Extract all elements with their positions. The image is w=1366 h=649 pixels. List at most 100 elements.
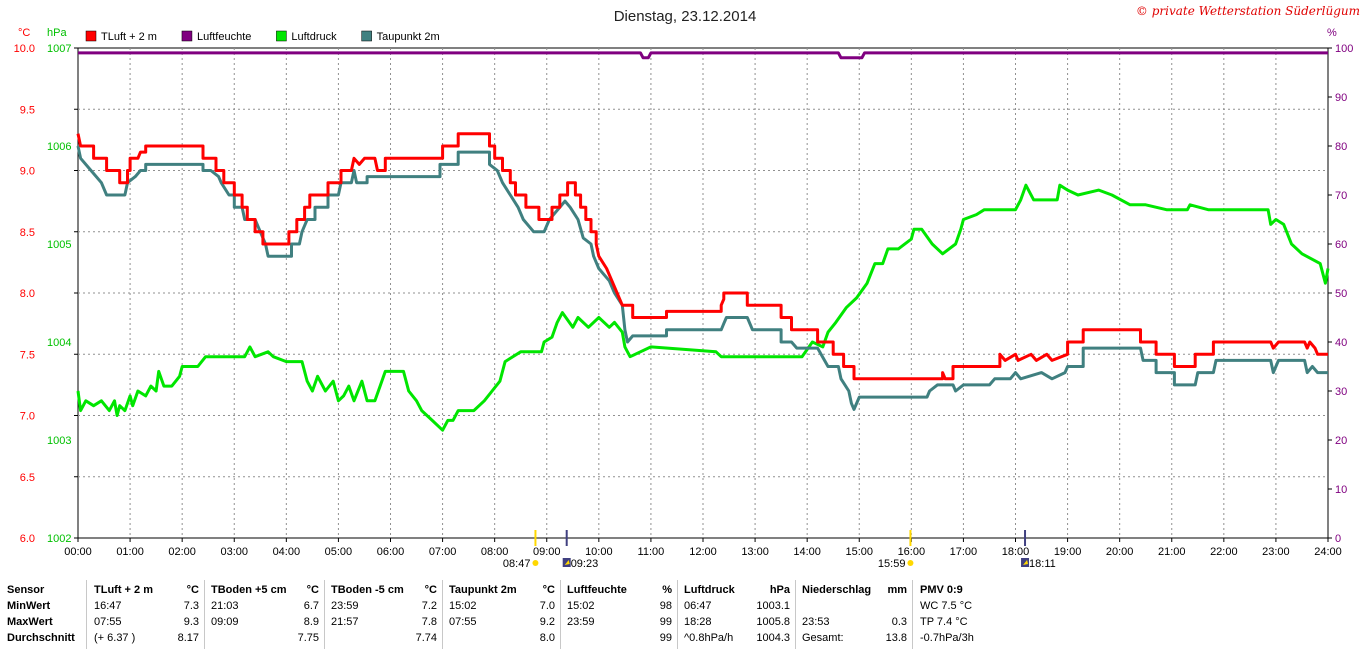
stats-header-row: Sensor <box>0 582 86 598</box>
stats-time: 15:02 <box>567 600 595 612</box>
stats-row: WC 7.5 °C <box>913 598 1073 614</box>
stats-value: 8.0 <box>539 632 555 644</box>
x-tick-label: 01:00 <box>116 546 144 558</box>
x-tick-label: 12:00 <box>689 546 717 558</box>
x-tick-label: 04:00 <box>273 546 301 558</box>
stats-row: (+ 6.37 ) 8.17 <box>87 630 205 646</box>
stats-time: 07:55 <box>449 616 477 628</box>
stats-header: Niederschlag <box>802 584 872 596</box>
x-tick-label: 02:00 <box>168 546 196 558</box>
stats-row: 8.0 <box>443 630 561 646</box>
stats-header: PMV 0:9 <box>920 584 963 596</box>
x-tick-label: 09:00 <box>533 546 561 558</box>
stats-header: Luftdruck <box>684 584 735 596</box>
axes: 00:00 01:00 02:00 03:00 04:00 05:00 06:00 07:00… <box>14 43 1354 558</box>
stats-row: 99 <box>561 630 678 646</box>
stats-row: 21:03 6.7 <box>205 598 325 614</box>
temp-tick-label: 6.0 <box>20 533 35 545</box>
stats-row-label: MinWert <box>7 600 51 612</box>
stats-unit: °C <box>424 584 437 596</box>
stats-value: 9.3 <box>183 616 199 628</box>
series-line-luftfeuchte <box>78 51 1328 60</box>
x-tick-label: 08:00 <box>481 546 509 558</box>
pressure-tick-label: 1007 <box>47 43 71 55</box>
stats-time: ^0.8hPa/h <box>684 632 734 644</box>
stats-row: Durchschnitt <box>0 630 86 646</box>
x-tick-label: 14:00 <box>793 546 821 558</box>
humidity-tick-label: 50 <box>1335 288 1347 300</box>
stats-row: 21:57 7.8 <box>325 614 443 630</box>
stats-header: Luftfeuchte <box>567 584 627 596</box>
stats-value: 6.7 <box>303 600 319 612</box>
stats-time: 07:55 <box>94 616 122 628</box>
moonrise-icon-glyph <box>564 560 570 565</box>
x-tick-label: 00:00 <box>64 546 92 558</box>
stats-time: 15:02 <box>449 600 477 612</box>
stats-header: TBoden +5 cm <box>211 584 287 596</box>
x-tick-label: 22:00 <box>1210 546 1238 558</box>
x-tick-label: 11:00 <box>638 546 665 558</box>
stats-row: 15:02 98 <box>561 598 678 614</box>
x-tick-label: 07:00 <box>429 546 457 558</box>
stats-value: 7.0 <box>539 600 555 612</box>
stats-value: 1005.8 <box>756 616 790 628</box>
stats-value: 0.3 <box>891 616 907 628</box>
sunset-time: 15:59 <box>878 558 906 570</box>
stats-row: TP 7.4 °C <box>913 614 1073 630</box>
stats-row: 23:59 7.2 <box>325 598 443 614</box>
stats-value: 13.8 <box>885 632 907 644</box>
chart-legend: TLuft + 2 m Luftfeuchte Luftdruck Taupunkt … <box>85 30 440 43</box>
stats-row: 18:28 1005.8 <box>678 614 796 630</box>
legend-swatch <box>361 30 372 42</box>
x-tick-label: 19:00 <box>1054 546 1082 558</box>
stats-time: 16:47 <box>94 600 122 612</box>
humidity-tick-label: 0 <box>1335 533 1341 545</box>
sunset-icon <box>907 560 914 566</box>
stats-value: 8.17 <box>177 632 199 644</box>
x-tick-label: 23:00 <box>1262 546 1290 558</box>
stats-unit: % <box>662 584 672 596</box>
moonset-icon-glyph <box>1023 560 1029 565</box>
temp-tick-label: 6.5 <box>20 472 35 484</box>
stats-time: 18:28 <box>684 616 712 628</box>
stats-time: 06:47 <box>684 600 712 612</box>
stats-header-row: Taupunkt 2m °C <box>443 582 561 598</box>
stats-unit: °C <box>542 584 555 596</box>
stats-value: 7.2 <box>421 600 437 612</box>
humidity-tick-label: 30 <box>1335 386 1347 398</box>
legend-label: Luftfeuchte <box>197 31 251 43</box>
x-tick-label: 18:00 <box>1002 546 1030 558</box>
stats-table: Sensor MinWert MaxWert Durchschnitt TLuft + … <box>0 580 1366 649</box>
pressure-tick-label: 1005 <box>47 239 71 251</box>
temp-tick-label: 9.0 <box>20 166 35 178</box>
event-markers: 08:47 09:23 15:59 18:11 <box>503 530 1056 570</box>
x-tick-label: 13:00 <box>741 546 769 558</box>
stats-row: 16:47 7.3 <box>87 598 205 614</box>
moonrise-time: 09:23 <box>571 558 599 570</box>
stats-header-row: TBoden -5 cm °C <box>325 582 443 598</box>
stats-value: 8.9 <box>303 616 319 628</box>
x-tick-label: 10:00 <box>585 546 613 558</box>
stats-header: TLuft + 2 m <box>94 584 153 596</box>
stats-time: Gesamt: <box>802 632 844 644</box>
x-tick-label: 15:00 <box>845 546 873 558</box>
stats-header-row: Niederschlag mm <box>796 582 913 598</box>
humidity-tick-label: 20 <box>1335 435 1347 447</box>
x-tick-label: 03:00 <box>220 546 248 558</box>
stats-time: WC 7.5 °C <box>920 600 973 612</box>
stats-time: 21:57 <box>331 616 359 628</box>
humidity-tick-label: 100 <box>1335 43 1353 55</box>
stats-row: -0.7hPa/3h <box>913 630 1073 646</box>
stats-value: 7.3 <box>183 600 199 612</box>
stats-row: 06:47 1003.1 <box>678 598 796 614</box>
x-tick-label: 21:00 <box>1158 546 1186 558</box>
stats-row: MinWert <box>0 598 86 614</box>
stats-value: 1003.1 <box>756 600 790 612</box>
x-tick-label: 05:00 <box>325 546 353 558</box>
humidity-tick-label: 90 <box>1335 92 1347 104</box>
stats-row: 07:55 9.2 <box>443 614 561 630</box>
stats-header: Sensor <box>7 584 45 596</box>
humidity-tick-label: 70 <box>1335 190 1347 202</box>
temp-tick-label: 9.5 <box>20 104 35 116</box>
temp-tick-label: 8.5 <box>20 227 35 239</box>
